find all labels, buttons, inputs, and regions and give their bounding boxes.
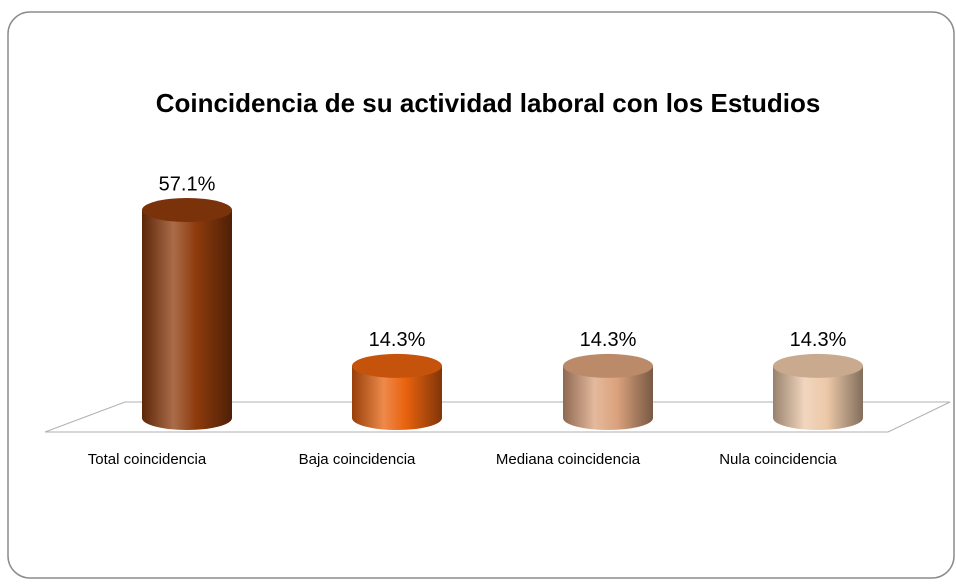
- floor: [44, 401, 951, 433]
- bar: [352, 365, 442, 430]
- chart-title: Coincidencia de su actividad laboral con…: [156, 88, 821, 118]
- bar-top: [352, 353, 442, 378]
- bar-top: [142, 198, 232, 222]
- value-label: 14.3%: [580, 329, 637, 351]
- chart-border: [7, 11, 955, 579]
- bar: [563, 365, 653, 430]
- x-tick-label: Mediana coincidencia: [496, 451, 641, 468]
- x-tick-label: Total coincidencia: [88, 451, 207, 468]
- value-label: 14.3%: [790, 329, 847, 351]
- value-label: 14.3%: [369, 329, 426, 351]
- bar: [773, 365, 863, 430]
- value-label: 57.1%: [159, 173, 216, 195]
- bar-top: [773, 353, 863, 378]
- bar-top: [563, 353, 653, 378]
- x-tick-label: Nula coincidencia: [719, 451, 837, 468]
- bar: [142, 210, 232, 430]
- x-tick-label: Baja coincidencia: [299, 451, 416, 468]
